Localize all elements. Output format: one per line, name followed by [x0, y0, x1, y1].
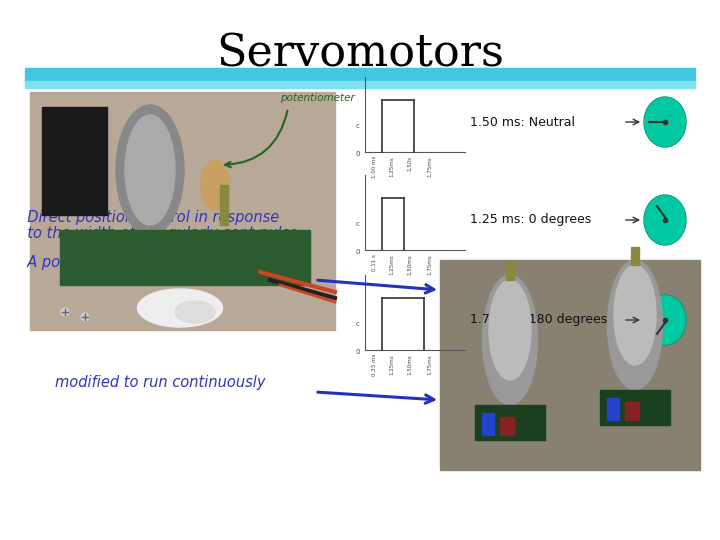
Bar [42, 107, 107, 215]
Text: Direct position control in response: Direct position control in response [18, 210, 279, 225]
Bar [60, 230, 310, 285]
Text: Servomotors: Servomotors [216, 32, 504, 75]
Ellipse shape [489, 280, 531, 380]
Text: A potentiometer is used to determine: A potentiometer is used to determine [18, 255, 302, 270]
Ellipse shape [81, 313, 89, 321]
Text: 1.25 ms: 0 degrees: 1.25 ms: 0 degrees [470, 213, 591, 226]
Text: 1.75ms: 1.75ms [428, 354, 433, 375]
Text: 0: 0 [356, 151, 360, 157]
Ellipse shape [645, 196, 685, 244]
Bar [220, 185, 228, 225]
Text: 1.00 ms: 1.00 ms [372, 156, 377, 178]
Text: to the width of a regularly sent pulse.: to the width of a regularly sent pulse. [18, 226, 302, 241]
Bar [475, 405, 545, 440]
Bar [506, 262, 514, 280]
Text: 1.75ms: 1.75ms [428, 254, 433, 275]
Ellipse shape [175, 301, 215, 323]
Text: the motor shaft angle.: the motor shaft angle. [18, 271, 228, 286]
Bar [500, 417, 514, 435]
Ellipse shape [61, 308, 69, 316]
Ellipse shape [645, 98, 685, 146]
Text: 1.25ms: 1.25ms [390, 354, 395, 375]
Text: 0.33 ms: 0.33 ms [372, 354, 377, 376]
Ellipse shape [138, 289, 222, 327]
Ellipse shape [614, 265, 656, 365]
Bar [25, 81, 695, 88]
Text: 0.11 s: 0.11 s [372, 254, 377, 271]
Text: 0: 0 [356, 249, 360, 255]
Bar [625, 402, 639, 420]
Text: 1.50ms: 1.50ms [408, 254, 413, 275]
Text: c: c [356, 221, 360, 227]
Ellipse shape [608, 260, 662, 390]
Ellipse shape [125, 115, 175, 225]
Text: modified to run continuously: modified to run continuously [18, 375, 266, 390]
Text: 1.75ms: 1.75ms [428, 156, 433, 177]
Bar [440, 260, 700, 470]
Ellipse shape [482, 275, 538, 405]
Text: 1.25ms: 1.25ms [390, 254, 395, 275]
Ellipse shape [201, 160, 229, 210]
Text: 1.75 ms: 180 degrees: 1.75 ms: 180 degrees [470, 314, 607, 327]
Ellipse shape [645, 296, 685, 344]
Bar [600, 390, 670, 425]
Text: 1.50ms: 1.50ms [408, 354, 413, 375]
Ellipse shape [116, 105, 184, 235]
Text: 1.50 ms: Neutral: 1.50 ms: Neutral [470, 116, 575, 129]
Bar [631, 247, 639, 265]
Bar [30, 92, 335, 330]
Bar [607, 398, 619, 420]
Text: 1.25ms: 1.25ms [390, 156, 395, 177]
Text: c: c [356, 123, 360, 129]
Text: potentiometer: potentiometer [280, 93, 355, 103]
Text: 0: 0 [356, 349, 360, 355]
Text: 1.50s: 1.50s [408, 156, 413, 171]
Bar [25, 68, 695, 82]
Text: c: c [356, 321, 360, 327]
Bar [482, 413, 494, 435]
